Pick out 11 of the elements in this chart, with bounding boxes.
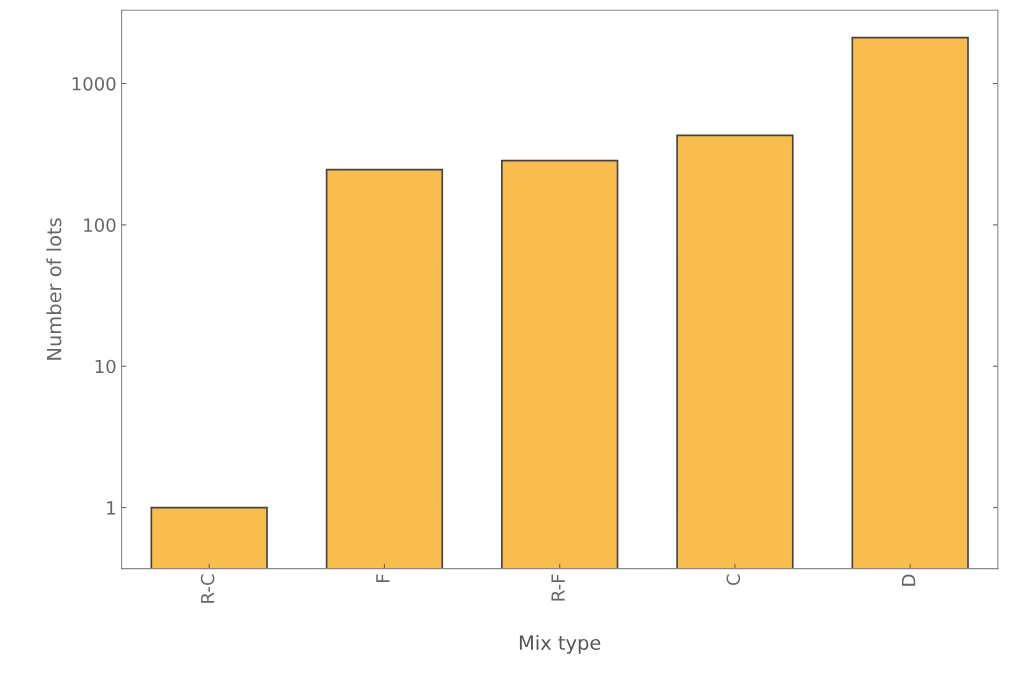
x-tick-label: F: [376, 574, 390, 583]
x-tick-label: D: [902, 574, 916, 586]
y-tick-label: 1: [107, 501, 116, 515]
x-axis-title: Mix type: [519, 635, 601, 654]
y-tick-label: 1000: [72, 76, 116, 91]
x-tick-label: R-F: [551, 574, 565, 601]
y-axis-title: Number of lots: [46, 218, 62, 360]
x-tick-label: C: [726, 574, 741, 586]
y-tick-label: 100: [84, 218, 116, 232]
y-tick-label: 10: [95, 359, 116, 374]
x-tick-label: R-C: [200, 574, 215, 603]
